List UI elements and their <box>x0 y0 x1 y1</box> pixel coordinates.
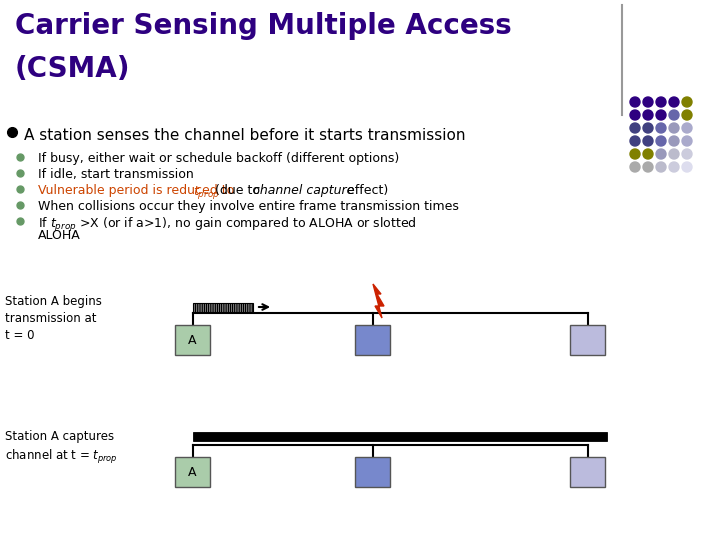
Circle shape <box>643 136 653 146</box>
Circle shape <box>682 136 692 146</box>
Circle shape <box>669 149 679 159</box>
Text: If busy, either wait or schedule backoff (different options): If busy, either wait or schedule backoff… <box>38 152 400 165</box>
Text: A station senses the channel before it starts transmission: A station senses the channel before it s… <box>24 128 466 143</box>
Text: When collisions occur they involve entire frame transmission times: When collisions occur they involve entir… <box>38 200 459 213</box>
Circle shape <box>630 123 640 133</box>
Text: Station A begins
transmission at
t = 0: Station A begins transmission at t = 0 <box>5 295 102 342</box>
Polygon shape <box>373 284 384 318</box>
Circle shape <box>656 97 666 107</box>
Circle shape <box>656 162 666 172</box>
Text: ALOHA: ALOHA <box>38 229 81 242</box>
Circle shape <box>656 123 666 133</box>
Bar <box>175 325 210 355</box>
Bar <box>193 432 607 441</box>
Text: If $t_{prop}$ >X (or if a>1), no gain compared to ALOHA or slotted: If $t_{prop}$ >X (or if a>1), no gain co… <box>38 216 417 234</box>
Circle shape <box>643 110 653 120</box>
Bar <box>570 325 605 355</box>
Circle shape <box>643 149 653 159</box>
Bar <box>193 303 253 312</box>
Text: A: A <box>188 465 197 478</box>
Circle shape <box>630 136 640 146</box>
Text: (CSMA): (CSMA) <box>15 55 130 83</box>
Circle shape <box>682 110 692 120</box>
Circle shape <box>630 162 640 172</box>
Circle shape <box>682 162 692 172</box>
Bar <box>355 457 390 487</box>
Circle shape <box>682 97 692 107</box>
Circle shape <box>669 136 679 146</box>
Text: Vulnerable period is reduced to: Vulnerable period is reduced to <box>38 184 238 197</box>
Text: $t_{prop}$: $t_{prop}$ <box>193 184 220 201</box>
Circle shape <box>682 123 692 133</box>
Text: If idle, start transmission: If idle, start transmission <box>38 168 194 181</box>
Bar <box>570 457 605 487</box>
Circle shape <box>643 162 653 172</box>
Circle shape <box>656 110 666 120</box>
Circle shape <box>669 97 679 107</box>
Circle shape <box>630 149 640 159</box>
Bar <box>175 457 210 487</box>
Text: Station A captures
channel at t = $t_{prop}$: Station A captures channel at t = $t_{pr… <box>5 430 118 466</box>
Bar <box>355 325 390 355</box>
Circle shape <box>630 110 640 120</box>
Circle shape <box>630 97 640 107</box>
Circle shape <box>643 97 653 107</box>
Text: (due to: (due to <box>211 184 264 197</box>
Text: Carrier Sensing Multiple Access: Carrier Sensing Multiple Access <box>15 12 512 40</box>
Circle shape <box>669 162 679 172</box>
Circle shape <box>669 123 679 133</box>
Text: A: A <box>188 334 197 347</box>
Text: effect): effect) <box>343 184 388 197</box>
Circle shape <box>682 149 692 159</box>
Circle shape <box>669 110 679 120</box>
Circle shape <box>656 136 666 146</box>
Circle shape <box>656 149 666 159</box>
Text: channel capture: channel capture <box>253 184 354 197</box>
Circle shape <box>643 123 653 133</box>
